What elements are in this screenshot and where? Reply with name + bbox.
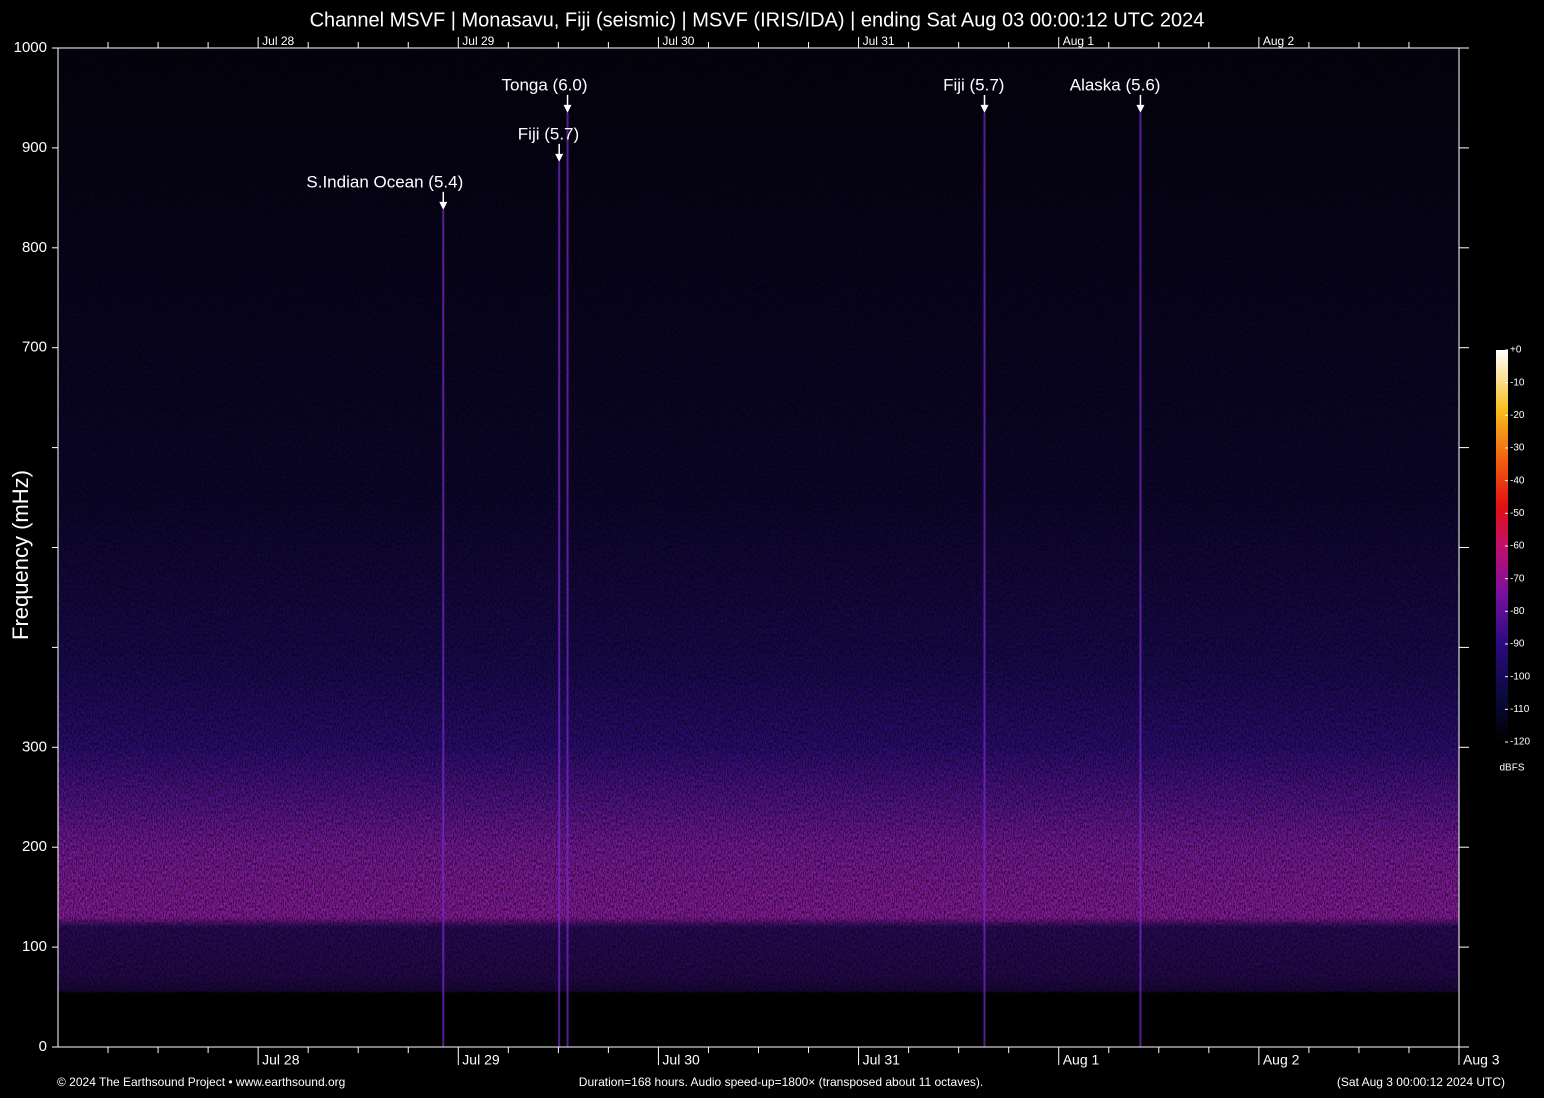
x-tick-label-top: Jul 28 [262, 34, 294, 48]
x-tick-label: Jul 30 [662, 1052, 700, 1068]
x-tick-label-top: Jul 30 [662, 34, 694, 48]
annotation-label: Tonga (6.0) [502, 75, 588, 94]
y-tick-label: 0 [39, 1038, 47, 1055]
annotation-arrowhead [439, 201, 448, 210]
y-tick-label: 800 [22, 239, 47, 256]
colorbar-tick-label: -10 [1510, 377, 1525, 388]
colorbar-tick-label: -100 [1510, 671, 1530, 682]
plot-area [58, 48, 1459, 1047]
annotation-arrowhead [555, 153, 564, 162]
annotation-arrowhead [980, 104, 989, 113]
y-tick-label: 300 [22, 738, 47, 755]
annotation-label: Fiji (5.7) [943, 75, 1004, 94]
x-tick-label: Jul 28 [262, 1052, 300, 1068]
annotation-label: Alaska (5.6) [1070, 75, 1161, 94]
x-tick-label-top: Jul 29 [462, 34, 494, 48]
colorbar-tick-label: -70 [1510, 573, 1525, 584]
footer-left: © 2024 The Earthsound Project • www.eart… [57, 1075, 345, 1089]
x-tick-label: Aug 1 [1063, 1052, 1100, 1068]
y-tick-label: 700 [22, 339, 47, 356]
colorbar-tick-label: -50 [1510, 508, 1525, 519]
x-tick-label-top: Aug 2 [1263, 34, 1295, 48]
x-tick-label: Jul 31 [863, 1052, 901, 1068]
annotation-arrowhead [563, 104, 572, 113]
x-tick-label: Aug 3 [1463, 1052, 1500, 1068]
colorbar-tick-label: -20 [1510, 410, 1525, 421]
x-tick-label-top: Jul 31 [863, 34, 895, 48]
y-tick-label: 200 [22, 838, 47, 855]
chart-title: Channel MSVF | Monasavu, Fiji (seismic) … [310, 9, 1205, 31]
colorbar-tick-label: +0 [1510, 345, 1522, 356]
y-tick-label: 1000 [14, 39, 47, 56]
annotation-label: Fiji (5.7) [518, 124, 579, 143]
spectrogram-noise [58, 48, 1459, 1047]
x-tick-label-top: Aug 1 [1063, 34, 1095, 48]
footer-right: (Sat Aug 3 00:00:12 2024 UTC) [1337, 1075, 1505, 1089]
y-axis-label: Frequency (mHz) [8, 470, 33, 640]
colorbar-label: dBFS [1499, 763, 1524, 774]
colorbar-tick-label: -30 [1510, 443, 1525, 454]
colorbar-tick-label: -110 [1510, 704, 1530, 715]
colorbar-tick-label: -120 [1510, 737, 1530, 748]
x-tick-label: Jul 29 [462, 1052, 500, 1068]
x-tick-label: Aug 2 [1263, 1052, 1300, 1068]
colorbar-tick-label: -90 [1510, 639, 1525, 650]
y-tick-label: 100 [22, 938, 47, 955]
colorbar-tick-label: -60 [1510, 541, 1525, 552]
colorbar-tick-label: -80 [1510, 606, 1525, 617]
annotation-label: S.Indian Ocean (5.4) [306, 172, 463, 191]
colorbar-tick-label: -40 [1510, 475, 1525, 486]
annotation-arrowhead [1136, 104, 1145, 113]
footer-center: Duration=168 hours. Audio speed-up=1800×… [579, 1075, 983, 1089]
y-tick-label: 900 [22, 139, 47, 156]
